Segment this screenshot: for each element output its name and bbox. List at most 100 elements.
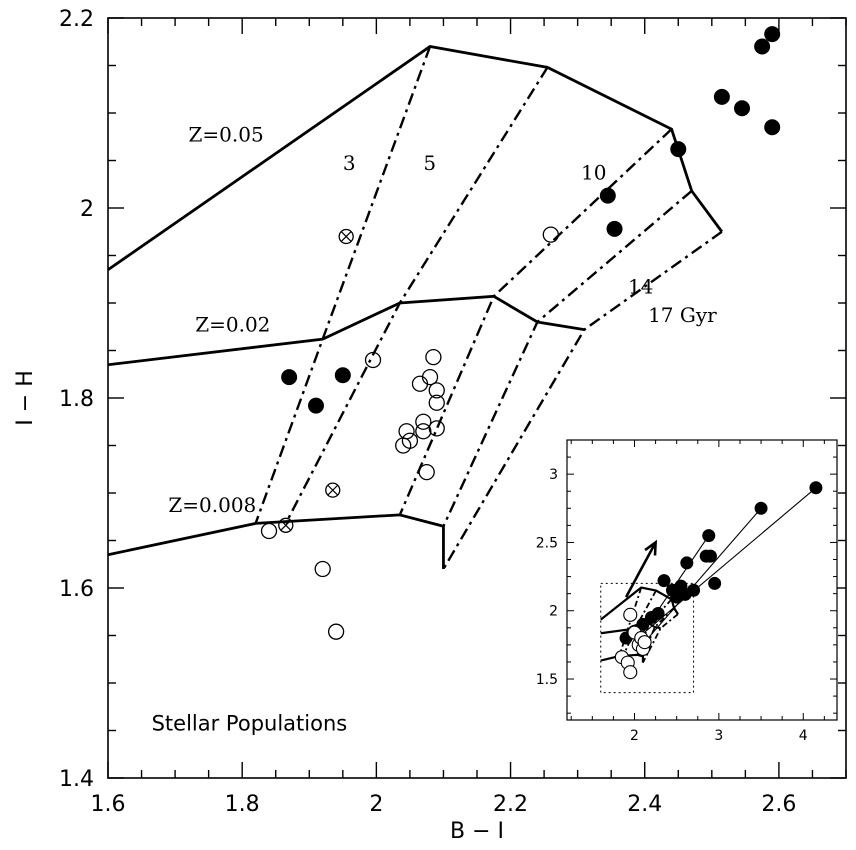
- filled-circle-point: [281, 369, 298, 386]
- annotation-label: 3: [343, 151, 356, 175]
- isochrone-line: [442, 230, 723, 570]
- open-circle-point: [314, 560, 331, 578]
- main-axis-ticks: [107, 17, 847, 779]
- isochrone-line: [284, 66, 549, 524]
- filled-circle-point: [764, 119, 781, 136]
- y-tick-label: 1.4: [59, 767, 94, 792]
- inset-axis-ticks: [567, 440, 837, 720]
- inset-y-tick-label: 2: [549, 604, 558, 620]
- inset-open-circle-point: [637, 635, 652, 650]
- x-tick-label: 1.8: [225, 792, 260, 817]
- inset-filled-circle-point: [657, 574, 671, 588]
- annotation-label: 17 Gyr: [648, 303, 717, 327]
- inset-zoom-box: [600, 582, 695, 694]
- x-tick-label: 2.2: [493, 792, 528, 817]
- filled-circle-point: [670, 141, 687, 158]
- isometallic-track: [107, 45, 724, 271]
- crossed-circle-point: [325, 482, 341, 498]
- inset-isometallic-track: [600, 586, 679, 621]
- inset-filled-circle-point: [708, 576, 722, 590]
- filled-circle-point: [606, 220, 623, 237]
- filled-circle-point: [307, 397, 324, 414]
- annotation-label: Z=0.008: [168, 493, 256, 517]
- x-tick-label: 2: [369, 792, 383, 817]
- isometallic-track: [107, 513, 445, 569]
- open-circle-point: [421, 368, 439, 386]
- inset-regression-line: [638, 507, 762, 650]
- inset-filled-circle-point: [687, 583, 701, 597]
- filled-circle-point: [334, 367, 351, 384]
- inset-isochrone-line: [642, 607, 675, 657]
- main-axis-tick-labels: 1.6 1.8 2 2.2 2.4 2.61.41.61.822.2: [59, 7, 796, 817]
- open-circle-point: [428, 394, 445, 411]
- crossed-circle-point: [338, 228, 354, 245]
- inset-y-tick-label: 3: [549, 467, 558, 483]
- filled-circle-point: [713, 88, 730, 105]
- open-circle-point: [428, 420, 445, 437]
- open-circle-point: [401, 432, 419, 449]
- annotation-label: Z=0.05: [189, 123, 264, 147]
- main-annotations: Z=0.05 Z=0.02 Z=0.008 3 5 10 14 17 Gyr Stellar P…: [152, 123, 718, 736]
- inset-plot-background: [566, 439, 838, 721]
- inset-y-tick-label: 2.5: [536, 535, 558, 551]
- open-circle-point: [428, 382, 445, 399]
- crossed-circle-ring: [338, 228, 354, 245]
- inset-plot: 2 3 4 1.5 2 2.5 3: [536, 439, 838, 744]
- inset-y-tick-label: 1.5: [536, 672, 558, 688]
- open-circle-point: [398, 423, 415, 440]
- y-tick-label: 1.8: [59, 387, 94, 412]
- inset-x-tick-label: 2: [630, 728, 639, 744]
- inset-open-circle-point: [623, 607, 638, 622]
- filled-circle-point: [734, 100, 751, 117]
- inset-filled-circle-point: [680, 556, 694, 570]
- open-circle-point: [327, 623, 345, 640]
- inset-x-tick-label: 4: [799, 728, 808, 744]
- isochrone-line: [398, 128, 673, 516]
- x-tick-label: 1.6: [91, 792, 126, 817]
- open-circle-point: [415, 413, 432, 430]
- y-tick-label: 2: [80, 197, 94, 222]
- open-circle-point: [260, 522, 278, 540]
- inset-filled-circle-point: [651, 606, 665, 620]
- open-circle-point: [395, 437, 412, 454]
- open-circle-point: [364, 351, 382, 369]
- main-plot: 1.6 1.8 2 2.2 2.4 2.61.41.61.822.2 Z=0.05Z=0.…: [13, 7, 847, 844]
- filled-circle-point: [764, 26, 781, 43]
- crossed-circle-point: [278, 517, 294, 533]
- isometallic-track: [107, 294, 585, 367]
- annotation-label: Z=0.02: [195, 313, 270, 337]
- inset-isochrone-line: [618, 587, 643, 657]
- y-axis-title: I − H: [13, 370, 38, 425]
- inset-regression-line: [634, 487, 817, 642]
- inset-axis-tick-labels: 2 3 4 1.5 2 2.5 3: [536, 467, 808, 744]
- x-axis-title: B − I: [450, 819, 504, 844]
- filled-circle-point: [754, 38, 771, 55]
- filled-circle-point: [599, 187, 616, 204]
- isochrone-lines: [254, 46, 723, 570]
- annotation-label: 10: [581, 161, 606, 185]
- isochrone-line: [254, 46, 432, 524]
- inset-filled-circle-point: [809, 481, 823, 495]
- open-circle-point: [418, 463, 435, 481]
- annotation-label: 5: [423, 151, 436, 175]
- annotation-label: Stellar Populations: [152, 712, 348, 736]
- inset-arrow-shaft: [624, 541, 657, 598]
- open-circle-point: [415, 423, 432, 440]
- inset-filled-circle-point: [754, 501, 768, 515]
- inset-open-circle-point: [623, 665, 638, 680]
- open-circle-point: [542, 226, 559, 243]
- crossed-circle-x2: [340, 231, 352, 242]
- x-tick-label: 2.4: [627, 792, 662, 817]
- crossed-circle-ring: [278, 517, 294, 533]
- inset-arrow-head: [644, 539, 658, 556]
- open-circle-point: [425, 348, 442, 366]
- x-tick-label: 2.6: [761, 792, 796, 817]
- y-tick-label: 2.2: [59, 7, 94, 32]
- inset-filled-circle-point: [702, 529, 716, 543]
- crossed-circle-x2: [280, 519, 292, 531]
- crossed-circle-ring: [325, 482, 341, 498]
- inset-data-points: [614, 481, 823, 680]
- inset-filled-circle-point: [703, 549, 717, 563]
- main-data-points: [260, 26, 781, 640]
